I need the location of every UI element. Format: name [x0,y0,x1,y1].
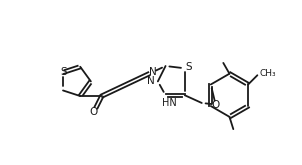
Text: CH₃: CH₃ [260,69,276,78]
Text: N: N [149,67,156,77]
Text: N: N [147,76,155,86]
Text: O: O [89,107,98,117]
Text: HN: HN [162,98,177,108]
Text: S: S [60,67,67,77]
Text: O: O [211,99,220,110]
Text: S: S [185,62,192,72]
